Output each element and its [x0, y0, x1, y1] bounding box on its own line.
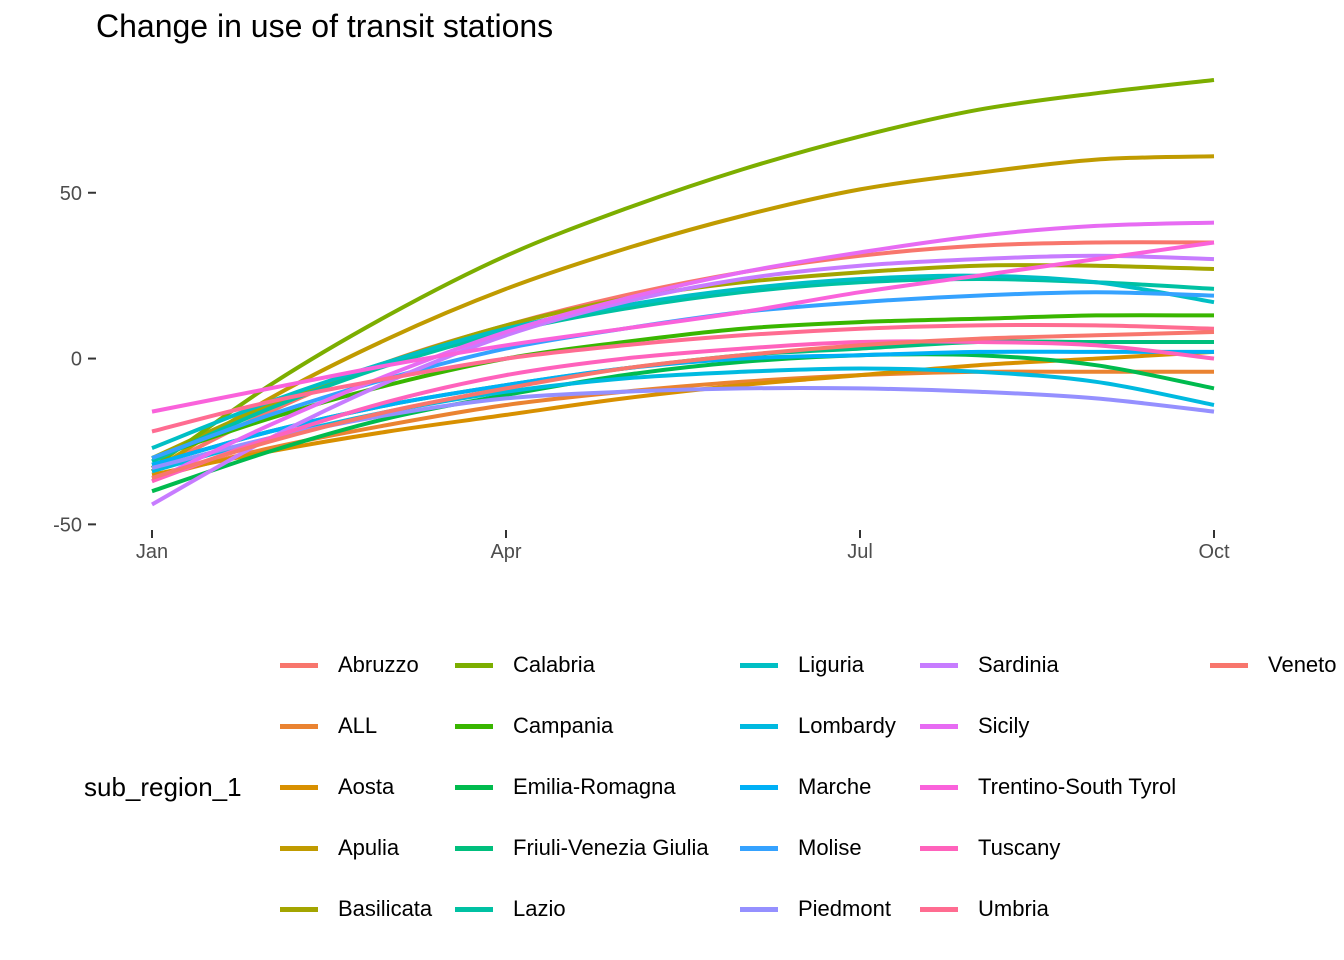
legend-label: Piedmont [798, 896, 891, 921]
x-axis: Jan Apr Jul Oct [136, 530, 1230, 563]
legend-item: Lombardy [740, 711, 896, 741]
legend-label: Sicily [978, 713, 1030, 738]
legend-key [280, 784, 318, 790]
legend-label: Calabria [513, 652, 595, 677]
legend-label: ALL [338, 713, 378, 738]
legend-label: Veneto [1268, 652, 1337, 677]
legend-item: Piedmont [740, 894, 891, 924]
series-lines [150, 78, 1215, 507]
legend-title: sub_region_1 [84, 772, 242, 802]
series-line-tuscany [151, 339, 1215, 484]
legend-label: Trentino-South Tyrol [978, 774, 1177, 799]
x-tick-label: Jan [136, 541, 168, 563]
series-line-umbria [151, 322, 1215, 434]
legend-key [455, 662, 493, 668]
legend-key [455, 723, 493, 729]
legend-item: ALL [280, 711, 377, 741]
legend-key [455, 784, 493, 790]
series-line-apulia [150, 154, 1215, 474]
legend-label: Molise [798, 835, 862, 860]
series-line-liguria [151, 273, 1215, 450]
x-tick-label: Apr [490, 541, 521, 563]
legend-key [280, 723, 318, 729]
series-line-veneto [151, 330, 1215, 480]
legend-key [920, 845, 958, 851]
legend-item: Sicily [920, 711, 1029, 741]
legend-item: Marche [740, 772, 871, 802]
legend-item: Campania [455, 711, 613, 741]
legend-key [740, 723, 778, 729]
y-tick-label: -50 [53, 514, 82, 536]
legend-key [280, 906, 318, 912]
legend-label: Apulia [338, 835, 400, 860]
legend-item: Aosta [280, 772, 394, 802]
legend-label: Emilia-Romagna [513, 774, 676, 799]
legend-item: Lazio [455, 894, 566, 924]
legend-label: Umbria [978, 896, 1049, 921]
series-line-sardinia [151, 253, 1215, 507]
y-axis: -50 0 50 [53, 183, 96, 536]
series-line-trentino-south-tyrol [151, 240, 1215, 414]
legend-label: Basilicata [338, 896, 433, 921]
series-line-sicily [151, 220, 1215, 484]
legend-key [280, 845, 318, 851]
x-tick-label: Jul [847, 541, 873, 563]
legend-label: Campania [513, 713, 614, 738]
legend-key [920, 906, 958, 912]
legend-key [740, 662, 778, 668]
legend-key [920, 784, 958, 790]
legend-label: Aosta [338, 774, 395, 799]
legend-key [920, 723, 958, 729]
legend-label: Liguria [798, 652, 865, 677]
y-tick-label: 50 [60, 183, 82, 205]
legend-label: Friuli-Venezia Giulia [513, 835, 709, 860]
legend-label: Lombardy [798, 713, 896, 738]
series-line-lazio [151, 276, 1215, 464]
legend-key [740, 845, 778, 851]
x-tick-label: Oct [1198, 541, 1230, 563]
legend-key [1210, 662, 1248, 668]
legend-key [740, 784, 778, 790]
y-tick-label: 0 [71, 349, 82, 371]
legend-item: Tuscany [920, 833, 1060, 863]
legend-label: Sardinia [978, 652, 1059, 677]
legend-item: Friuli-Venezia Giulia [455, 833, 709, 863]
legend-item: Veneto [1210, 650, 1337, 680]
legend-label: Marche [798, 774, 872, 799]
legend-label: Abruzzo [338, 652, 419, 677]
legend-item: Liguria [740, 650, 864, 680]
chart-title: Change in use of transit stations [96, 8, 554, 44]
legend-key [740, 906, 778, 912]
legend-item: Abruzzo [280, 650, 419, 680]
legend-item: Basilicata [280, 894, 432, 924]
legend-item: Trentino-South Tyrol [920, 772, 1176, 802]
series-line-calabria [150, 78, 1215, 470]
series-line-emilia-romagna [151, 352, 1215, 494]
legend-item: Emilia-Romagna [455, 772, 676, 802]
legend-item: Apulia [280, 833, 399, 863]
legend-item: Sardinia [920, 650, 1059, 680]
legend-key [455, 906, 493, 912]
legend-key [920, 662, 958, 668]
legend-item: Calabria [455, 650, 595, 680]
legend-label: Tuscany [978, 835, 1061, 860]
legend-key [280, 662, 318, 668]
legend-key [455, 845, 493, 851]
legend-label: Lazio [513, 896, 566, 921]
legend-item: Umbria [920, 894, 1049, 924]
legend-item: Molise [740, 833, 862, 863]
